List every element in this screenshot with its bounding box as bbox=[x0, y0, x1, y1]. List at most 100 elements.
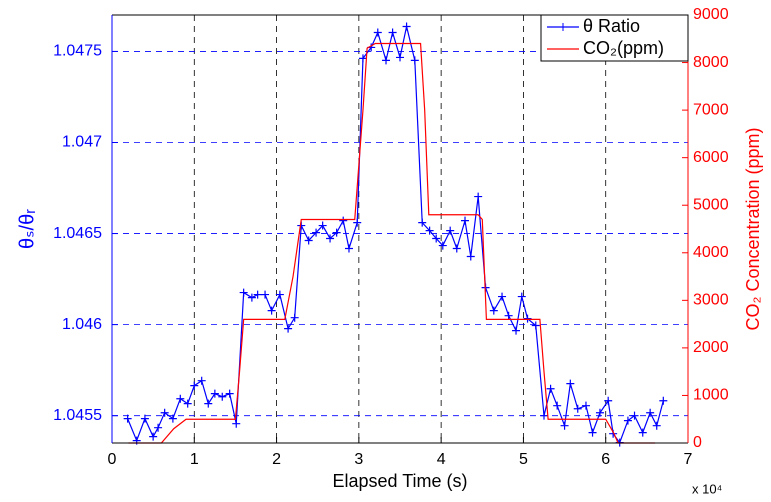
marker bbox=[553, 401, 562, 410]
marker bbox=[418, 218, 427, 227]
legend-box bbox=[540, 14, 689, 62]
marker bbox=[267, 306, 276, 315]
marker bbox=[432, 234, 441, 243]
marker bbox=[517, 292, 526, 301]
marker bbox=[646, 408, 655, 417]
marker bbox=[652, 421, 661, 430]
marker bbox=[425, 226, 434, 235]
x-tick-label: 2 bbox=[272, 451, 281, 468]
marker bbox=[344, 244, 353, 253]
marker bbox=[604, 396, 613, 405]
marker bbox=[318, 221, 327, 230]
x-tick-label: 1 bbox=[190, 451, 199, 468]
legend-label: CO₂(ppm) bbox=[583, 38, 664, 58]
marker bbox=[466, 252, 475, 261]
y2-tick-label: 1000 bbox=[693, 387, 729, 404]
legend-marker bbox=[559, 23, 567, 31]
y2-tick-label: 4000 bbox=[693, 244, 729, 261]
marker bbox=[197, 376, 206, 385]
marker bbox=[410, 56, 419, 65]
x-axis-label: Elapsed Time (s) bbox=[332, 471, 467, 491]
marker bbox=[284, 324, 293, 333]
marker bbox=[402, 22, 411, 31]
marker bbox=[332, 228, 341, 237]
marker bbox=[512, 326, 521, 335]
marker bbox=[353, 218, 362, 227]
x-tick-label: 3 bbox=[354, 451, 363, 468]
marker bbox=[504, 311, 513, 320]
marker bbox=[581, 401, 590, 410]
x-tick-label: 4 bbox=[437, 451, 446, 468]
marker bbox=[190, 381, 199, 390]
marker bbox=[358, 54, 367, 63]
series-line bbox=[128, 42, 656, 444]
marker bbox=[290, 313, 299, 322]
marker bbox=[438, 241, 447, 250]
marker bbox=[232, 419, 241, 428]
marker bbox=[275, 290, 284, 299]
x-multiplier: x 10⁴ bbox=[692, 481, 722, 496]
marker bbox=[531, 321, 540, 330]
marker bbox=[373, 28, 382, 37]
marker bbox=[160, 408, 169, 417]
y-tick-label: 1.0465 bbox=[53, 225, 102, 242]
marker bbox=[566, 379, 575, 388]
marker bbox=[149, 432, 158, 441]
marker bbox=[630, 411, 639, 420]
marker bbox=[540, 411, 548, 420]
y-tick-label: 1.046 bbox=[62, 316, 102, 333]
marker bbox=[595, 408, 604, 417]
marker bbox=[312, 228, 321, 237]
marker bbox=[176, 394, 185, 403]
marker bbox=[461, 216, 470, 225]
marker bbox=[261, 290, 270, 299]
x-tick-label: 0 bbox=[108, 451, 117, 468]
x-tick-label: 5 bbox=[519, 451, 528, 468]
marker bbox=[326, 234, 335, 243]
marker bbox=[247, 293, 256, 302]
marker bbox=[239, 288, 248, 297]
marker bbox=[253, 290, 262, 299]
marker bbox=[304, 236, 313, 245]
marker bbox=[489, 306, 498, 315]
x-tick-label: 6 bbox=[601, 451, 610, 468]
marker bbox=[204, 399, 213, 408]
marker bbox=[546, 384, 555, 393]
marker bbox=[339, 216, 348, 225]
marker bbox=[218, 392, 227, 401]
y2-tick-label: 2000 bbox=[693, 339, 729, 356]
y2-tick-label: 3000 bbox=[693, 292, 729, 309]
marker bbox=[523, 314, 532, 323]
marker bbox=[382, 56, 391, 65]
marker bbox=[396, 53, 404, 62]
marker bbox=[183, 399, 192, 408]
y-tick-label: 1.0455 bbox=[53, 407, 102, 424]
marker bbox=[588, 428, 597, 437]
marker bbox=[168, 414, 177, 423]
marker bbox=[210, 389, 219, 398]
y2-tick-label: 0 bbox=[693, 434, 702, 451]
marker bbox=[638, 428, 647, 437]
marker bbox=[560, 421, 569, 430]
y2-tick-label: 9000 bbox=[693, 6, 729, 23]
y2-axis-label: CO₂ Concentration (ppm) bbox=[743, 127, 763, 330]
marker bbox=[446, 226, 455, 235]
marker bbox=[388, 28, 397, 37]
marker bbox=[123, 414, 132, 423]
marker bbox=[573, 404, 582, 413]
series-line bbox=[127, 26, 664, 444]
x-tick-label: 7 bbox=[684, 451, 693, 468]
marker bbox=[659, 396, 668, 405]
marker bbox=[474, 192, 483, 201]
y-axis-label: θₛ/θᵣ bbox=[16, 209, 38, 249]
marker bbox=[154, 423, 163, 432]
legend-label: θ Ratio bbox=[583, 16, 640, 36]
y-tick-label: 1.0475 bbox=[53, 43, 102, 60]
marker bbox=[623, 416, 632, 425]
marker bbox=[498, 292, 507, 301]
y2-tick-label: 5000 bbox=[693, 196, 729, 213]
marker bbox=[225, 389, 234, 398]
y2-tick-label: 8000 bbox=[693, 54, 729, 71]
